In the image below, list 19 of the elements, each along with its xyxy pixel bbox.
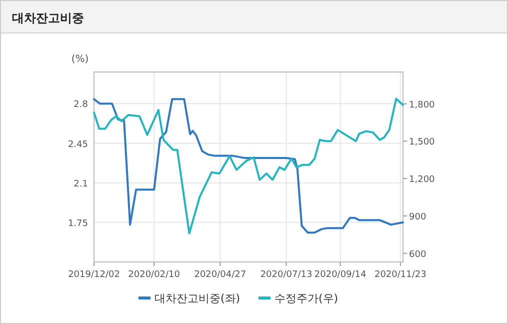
y-axis-title: (%): [71, 54, 89, 65]
x-tick-label: 2020/04/27: [194, 270, 246, 280]
x-tick-label: 2019/12/02: [68, 270, 120, 280]
y-tick-label: 2.8: [74, 100, 88, 110]
y2-tick-label: 900: [409, 212, 426, 222]
y2-tick-label: 1,800: [409, 100, 436, 110]
x-tick-label: 2020/07/13: [260, 270, 312, 280]
y2-tick-label: 1,200: [409, 175, 436, 186]
chart-title: 대차잔고비중: [12, 11, 84, 25]
y-tick-label: 2.45: [68, 140, 88, 150]
y-tick-label: 2.1: [74, 179, 88, 190]
y2-tick-label: 600: [409, 250, 426, 260]
legend-label: 수정주가(우): [274, 292, 338, 305]
legend-label: 대차잔고비중(좌): [154, 292, 240, 305]
y-tick-label: 1.75: [68, 218, 88, 229]
y2-tick-label: 1,500: [409, 138, 436, 148]
x-tick-label: 2020/11/23: [374, 270, 426, 280]
x-tick-label: 2020/02/10: [128, 270, 180, 280]
x-tick-label: 2020/09/14: [314, 270, 367, 280]
